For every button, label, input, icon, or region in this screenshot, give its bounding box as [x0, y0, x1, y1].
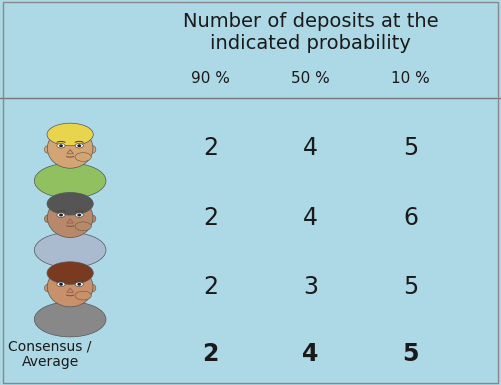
Text: 10 %: 10 % — [391, 72, 430, 86]
Text: 5: 5 — [403, 342, 419, 366]
Text: 5: 5 — [403, 275, 418, 299]
Ellipse shape — [75, 213, 83, 217]
Ellipse shape — [89, 284, 96, 292]
Text: 4: 4 — [303, 206, 318, 229]
Ellipse shape — [75, 144, 83, 148]
Ellipse shape — [77, 144, 81, 147]
Ellipse shape — [77, 214, 81, 216]
Ellipse shape — [45, 284, 52, 292]
FancyBboxPatch shape — [59, 151, 82, 167]
Ellipse shape — [47, 198, 93, 238]
Text: 2: 2 — [202, 342, 218, 366]
Ellipse shape — [45, 146, 52, 153]
Text: 50 %: 50 % — [291, 72, 330, 86]
Text: 2: 2 — [203, 206, 218, 229]
Ellipse shape — [45, 215, 52, 223]
Ellipse shape — [59, 214, 63, 216]
Ellipse shape — [47, 267, 93, 307]
Text: Number of deposits at the
indicated probability: Number of deposits at the indicated prob… — [183, 12, 438, 52]
Text: 5: 5 — [403, 136, 418, 160]
Ellipse shape — [34, 302, 106, 337]
Text: 2: 2 — [203, 275, 218, 299]
Ellipse shape — [47, 192, 93, 215]
Ellipse shape — [89, 146, 96, 153]
Ellipse shape — [47, 123, 93, 146]
Ellipse shape — [59, 283, 63, 286]
Text: 90 %: 90 % — [191, 72, 230, 86]
Ellipse shape — [75, 291, 91, 300]
FancyBboxPatch shape — [59, 289, 82, 306]
Ellipse shape — [59, 144, 63, 147]
Text: 3: 3 — [303, 275, 318, 299]
Text: 6: 6 — [403, 206, 418, 229]
Ellipse shape — [77, 283, 81, 286]
Text: 2: 2 — [203, 136, 218, 160]
Ellipse shape — [57, 282, 65, 286]
Ellipse shape — [34, 233, 106, 268]
Ellipse shape — [89, 215, 96, 223]
FancyBboxPatch shape — [59, 220, 82, 236]
Text: 4: 4 — [303, 136, 318, 160]
Ellipse shape — [75, 222, 91, 231]
Text: Consensus /
Average: Consensus / Average — [9, 339, 92, 369]
Ellipse shape — [75, 152, 91, 161]
Ellipse shape — [75, 282, 83, 286]
Text: 4: 4 — [303, 342, 319, 366]
Ellipse shape — [57, 213, 65, 217]
Ellipse shape — [47, 262, 93, 284]
Ellipse shape — [34, 163, 106, 198]
Ellipse shape — [47, 128, 93, 168]
Ellipse shape — [57, 144, 65, 148]
